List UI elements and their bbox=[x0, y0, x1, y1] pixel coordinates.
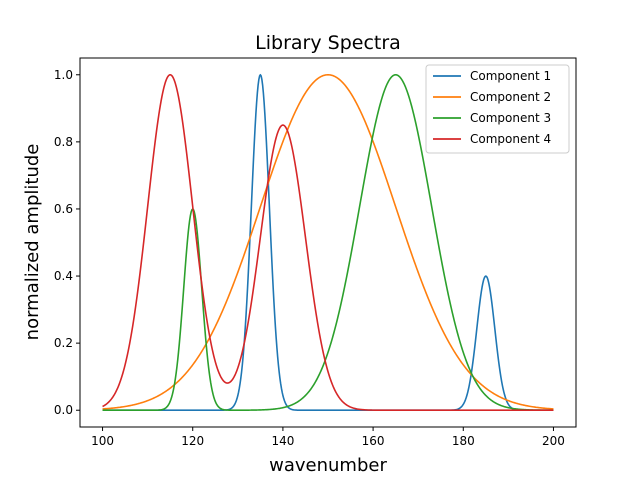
y-tick-label: 0.4 bbox=[54, 269, 73, 283]
legend-label-2: Component 2 bbox=[470, 90, 551, 104]
chart-title: Library Spectra bbox=[255, 32, 401, 54]
y-tick-label: 0.2 bbox=[54, 336, 73, 350]
legend-label-4: Component 4 bbox=[470, 132, 551, 146]
y-tick-label: 0.0 bbox=[54, 403, 73, 417]
x-tick-label: 180 bbox=[452, 434, 475, 448]
series-line-3 bbox=[102, 73, 554, 412]
legend-label-1: Component 1 bbox=[470, 69, 551, 83]
x-axis-ticks: 100 120 140 160 180 200 bbox=[91, 427, 565, 448]
legend-label-3: Component 3 bbox=[470, 111, 551, 125]
series-line-4 bbox=[102, 73, 554, 412]
legend: Component 1 Component 2 Component 3 Compone… bbox=[425, 64, 570, 154]
x-tick-label: 100 bbox=[91, 434, 114, 448]
x-tick-label: 120 bbox=[181, 434, 204, 448]
y-axis-label: normalized amplitude bbox=[22, 144, 43, 341]
plot-frame bbox=[79, 57, 577, 428]
legend-box bbox=[425, 64, 570, 154]
x-tick-label: 140 bbox=[271, 434, 294, 448]
x-tick-label: 160 bbox=[362, 434, 385, 448]
y-axis-ticks: 0.0 0.2 0.4 0.6 0.8 1.0 bbox=[54, 68, 80, 417]
x-axis-label: wavenumber bbox=[269, 455, 387, 476]
y-tick-label: 1.0 bbox=[54, 68, 73, 82]
series-line-2 bbox=[102, 73, 554, 410]
x-tick-label: 200 bbox=[542, 434, 565, 448]
y-tick-label: 0.8 bbox=[54, 135, 73, 149]
plot-curves bbox=[102, 73, 554, 412]
y-tick-label: 0.6 bbox=[54, 202, 73, 216]
series-line-1 bbox=[102, 73, 554, 412]
